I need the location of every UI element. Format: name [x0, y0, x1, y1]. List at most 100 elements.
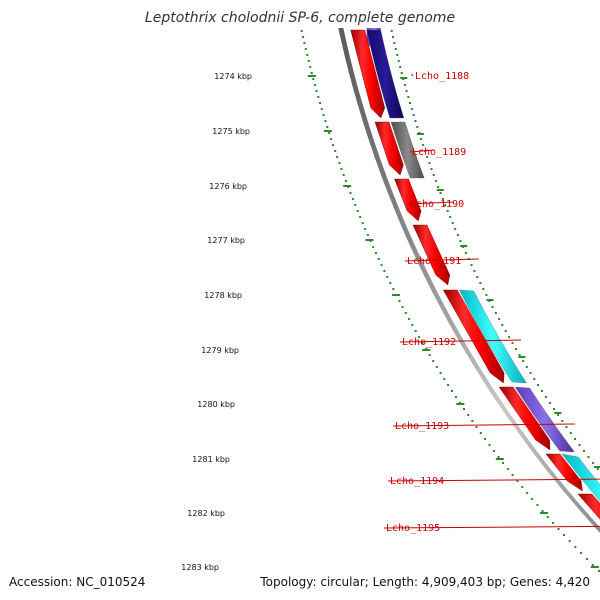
scale-dot-inner — [511, 342, 514, 344]
scale-dot-inner — [434, 180, 437, 182]
scale-dot-inner — [553, 408, 555, 410]
scale-dot — [383, 270, 386, 272]
label-leader-line — [387, 478, 600, 482]
scale-dot — [349, 192, 352, 194]
scale-dot-inner — [491, 306, 494, 308]
scale-dot-inner — [426, 156, 429, 158]
scale-dot — [536, 504, 539, 506]
scale-dot — [372, 246, 375, 248]
scale-dot — [300, 30, 303, 32]
forward-cds-arrow — [442, 289, 505, 384]
scale-dot — [344, 180, 347, 182]
feature-block — [390, 121, 425, 179]
forward-cds-arrow — [498, 386, 551, 451]
scale-dot — [309, 66, 312, 68]
scale-dot — [398, 300, 401, 302]
scale-dot — [336, 156, 339, 158]
scale-dot — [563, 534, 565, 536]
scale-dot — [377, 258, 380, 260]
label-leader-line — [407, 201, 454, 205]
gene-label-lcho-1190[interactable]: Lcho_1190 — [410, 199, 464, 210]
gene-label-lcho-1189[interactable]: Lcho_1189 — [412, 147, 466, 158]
scale-dot-inner — [501, 324, 504, 326]
scale-dot-inner — [508, 336, 511, 338]
forward-cds-arrow — [374, 121, 404, 176]
scale-dot — [380, 264, 383, 266]
feature-track-colored — [366, 29, 600, 502]
scale-dot-inner — [596, 468, 599, 470]
scale-dot — [439, 372, 442, 374]
scale-dot — [304, 48, 307, 50]
scale-dot-inner — [407, 96, 410, 98]
scale-dot-inner — [592, 462, 595, 464]
gene-label-lcho-1192[interactable]: Lcho_1192 — [402, 337, 456, 348]
scale-dot — [330, 138, 333, 140]
feature-block — [459, 289, 527, 384]
scale-dot — [502, 462, 505, 464]
tick-label-1282: 1282 kbp — [187, 509, 225, 518]
scale-dot — [312, 78, 315, 80]
scale-dot — [521, 486, 524, 488]
scale-dot — [356, 210, 359, 212]
label-leader-line — [392, 423, 575, 427]
gene-label-lcho-1193[interactable]: Lcho_1193 — [395, 421, 449, 432]
scale-dot — [568, 540, 571, 542]
scale-dot-inner — [441, 198, 444, 200]
feature-block — [366, 29, 405, 119]
scale-dot — [334, 150, 337, 152]
scale-dot — [351, 198, 354, 200]
gene-label-lcho-1188[interactable]: Lcho_1188 — [415, 71, 469, 82]
scale-dot — [497, 456, 500, 458]
scale-dot-inner — [479, 282, 482, 284]
scale-dot — [361, 222, 364, 224]
map-title: Leptothrix cholodnii SP-6, complete geno… — [144, 10, 456, 26]
scale-dot — [354, 204, 357, 206]
scale-dot — [342, 174, 345, 176]
scale-dot — [591, 564, 594, 566]
scale-dot — [366, 234, 369, 236]
label-leader-line — [411, 73, 414, 77]
scale-dot-inner — [410, 108, 413, 110]
scale-dot-inner — [437, 186, 440, 188]
gene-label-lcho-1194[interactable]: Lcho_1194 — [390, 476, 444, 487]
scale-dot-inner — [476, 276, 479, 278]
scale-dot — [484, 438, 487, 440]
scale-dot-inner — [557, 414, 560, 416]
scale-dot — [414, 330, 417, 332]
scale-dot-inner — [403, 84, 406, 86]
scale-dot — [454, 396, 457, 398]
scale-dot-inner — [449, 216, 452, 218]
scale-dot — [488, 444, 491, 446]
tick-label-1283: 1283 kbp — [181, 563, 219, 572]
tick-label-1275: 1275 kbp — [212, 127, 250, 136]
label-leader-line — [399, 339, 522, 343]
scale-dot-inner — [569, 432, 572, 434]
scale-dot — [320, 108, 323, 110]
scale-dot — [428, 354, 431, 356]
scale-dot — [531, 498, 534, 500]
scale-dot-inner — [430, 168, 433, 170]
scale-dot — [317, 96, 320, 98]
scale-dot-inner — [525, 366, 528, 368]
scale-dot — [443, 378, 446, 380]
scale-dot — [526, 492, 529, 494]
tick-label-1278: 1278 kbp — [204, 291, 242, 300]
scale-dot — [322, 114, 325, 116]
gene-label-lcho-1191[interactable]: Lcho_1191 — [407, 256, 461, 267]
scale-dot-inner — [454, 228, 457, 230]
scale-dot-inner — [574, 438, 577, 440]
scale-dot-inner — [432, 174, 435, 176]
scale-dot — [493, 450, 495, 452]
scale-dot-inner — [393, 42, 396, 44]
scale-dot-inner — [456, 234, 459, 236]
gene-label-lcho-1195[interactable]: Lcho_1195 — [386, 523, 440, 534]
scale-dot-inner — [416, 126, 419, 128]
tick-label-1276: 1276 kbp — [209, 182, 247, 191]
scale-dot-inner — [428, 162, 431, 164]
scale-dot — [541, 510, 544, 512]
scale-dot-inner — [400, 72, 403, 74]
scale-dot-inner — [396, 54, 399, 56]
scale-dot — [324, 120, 327, 122]
gene-label-lines — [383, 73, 600, 529]
scale-dot-inner — [541, 390, 543, 392]
